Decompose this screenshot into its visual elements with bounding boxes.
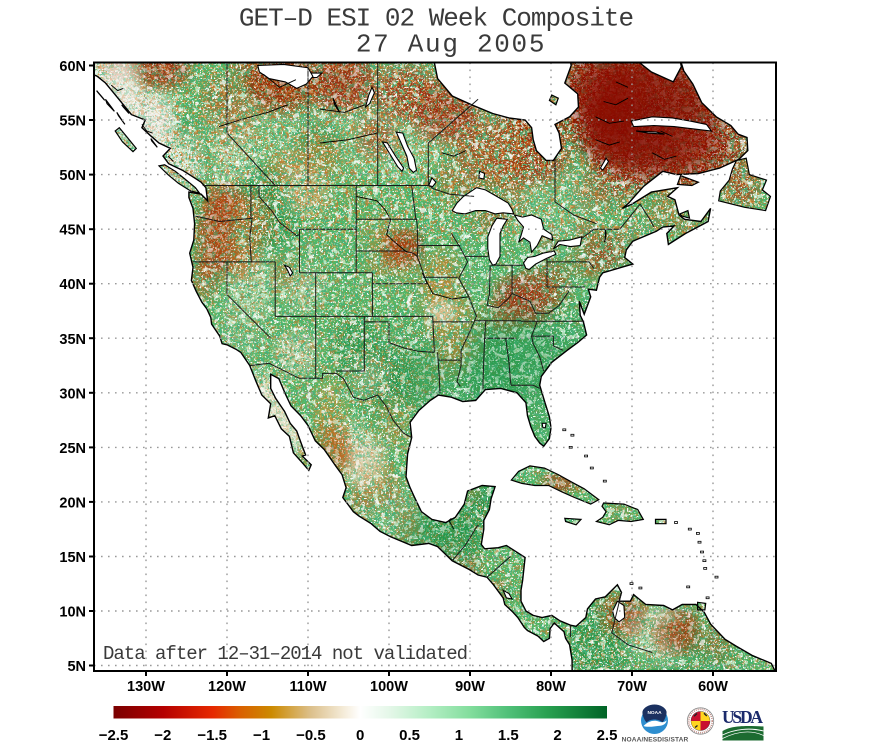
svg-text:5N: 5N [67,659,86,675]
svg-text:20N: 20N [59,495,86,511]
svg-text:100W: 100W [370,679,408,695]
svg-text:55N: 55N [59,114,86,130]
svg-text:2: 2 [553,727,561,744]
svg-text:1.5: 1.5 [498,727,519,744]
svg-text:10N: 10N [59,605,86,621]
svg-text:35N: 35N [59,332,86,348]
svg-text:120W: 120W [208,679,246,695]
svg-text:NOAA: NOAA [647,710,662,716]
svg-text:70W: 70W [617,679,647,695]
svg-text:27 Aug 2005: 27 Aug 2005 [356,30,546,60]
svg-text:30N: 30N [59,386,86,402]
svg-text:−1: −1 [253,727,270,744]
svg-text:Data after 12–31–2014 not vali: Data after 12–31–2014 not validated [103,643,467,665]
svg-text:130W: 130W [127,679,165,695]
svg-text:0.5: 0.5 [399,727,420,744]
svg-text:25N: 25N [59,441,86,457]
svg-text:GET–D ESI 02 Week Composite: GET–D ESI 02 Week Composite [239,4,633,34]
svg-text:60N: 60N [59,59,86,75]
svg-text:40N: 40N [59,277,86,293]
svg-text:50N: 50N [59,168,86,184]
svg-text:110W: 110W [289,679,326,695]
svg-text:−2: −2 [154,727,171,744]
svg-text:USDA: USDA [722,707,763,727]
svg-text:80W: 80W [536,679,566,695]
svg-text:−1.5: −1.5 [197,727,227,744]
svg-text:NOAA/NESDIS/STAR: NOAA/NESDIS/STAR [622,737,689,744]
svg-text:−2.5: −2.5 [99,727,129,744]
svg-text:2.5: 2.5 [597,727,618,744]
svg-text:60W: 60W [698,679,728,695]
svg-text:1: 1 [455,727,463,744]
svg-text:0: 0 [356,727,364,744]
svg-text:−0.5: −0.5 [296,727,326,744]
svg-text:90W: 90W [455,679,485,695]
svg-text:45N: 45N [59,223,86,239]
svg-text:15N: 15N [59,550,86,566]
